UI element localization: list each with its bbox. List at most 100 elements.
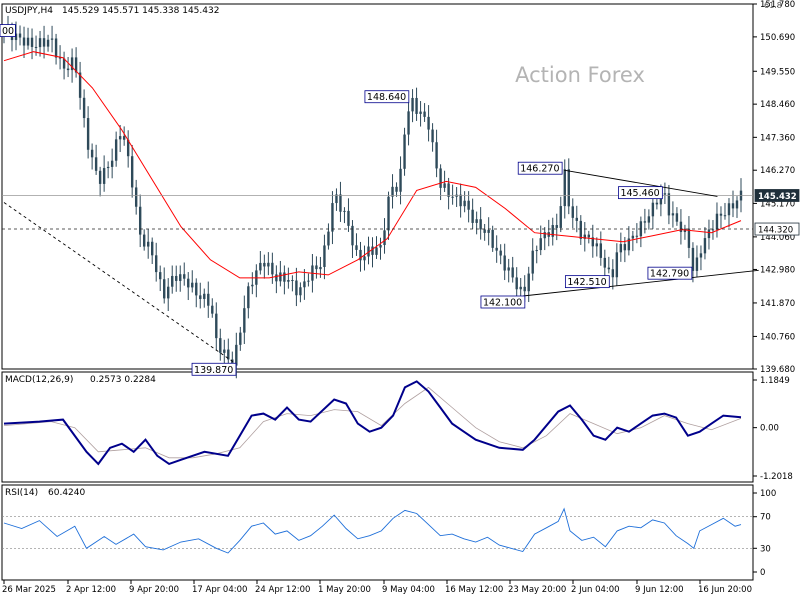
candle-body [411,97,414,112]
candle-body [231,359,234,366]
candle-body [315,265,318,270]
candle-body [171,275,174,287]
candle-body [531,250,534,274]
candle-body [42,38,46,47]
candle-body [363,256,366,261]
macd-header-values: 0.2573 0.2284 [90,375,156,385]
candle-body [303,281,306,288]
price-axis-label: 151.780 [760,0,795,10]
candle-body [647,216,651,223]
rsi-header-name: RSI(14) [5,488,38,498]
candle-body [82,97,86,119]
candle-body [279,272,282,282]
candle-body [263,262,266,267]
price-axis-label: 142.980 [760,265,795,275]
candle-body [38,38,42,48]
candle-body [591,237,594,247]
candle-body [707,229,711,239]
candle-body [407,111,410,135]
moving-average-line [3,51,742,279]
candle-body [703,238,707,254]
candle-body [359,249,362,261]
candle-body [327,231,330,246]
candle-body [203,293,206,299]
time-axis-label: 16 May 12:00 [445,585,503,595]
candle-body [323,245,326,267]
candle-body [667,193,671,216]
candle-body [403,134,406,169]
macd-panel [1,371,754,483]
candle-body [487,229,490,233]
candle-body [355,245,358,250]
candle-body [30,37,34,47]
candle-body [215,313,218,339]
rsi-axis-label: 70 [760,513,771,523]
candle-body [527,273,530,292]
candle-body [475,219,478,223]
candle-body [267,262,270,267]
candle-body [599,243,603,258]
candle-body [523,286,526,292]
candle-body [507,267,510,271]
candle-body [459,194,462,207]
candle-body [655,202,659,205]
candle-body [235,344,238,366]
price-label: 145.460 [620,188,659,199]
candle-body [335,194,338,204]
candle-body [106,166,110,169]
watermark: Action Forex [515,63,645,87]
candle-body [70,57,74,71]
candle-body [563,169,566,207]
candle-body [663,193,667,195]
price-axis-label: 149.550 [760,67,795,77]
candle-body [611,269,615,278]
candle-body [603,257,607,268]
candle-body [635,235,639,237]
macd-header-name: MACD(12,26,9) [5,375,73,385]
candle-body [695,257,699,271]
macd-axis-label: 1.1849 [760,376,790,386]
candle-body [443,183,446,188]
candle-body [211,305,214,314]
candle-body [383,230,386,246]
candle-body [110,160,114,167]
candle-body [419,111,422,114]
price-badge [754,189,800,202]
candle-body [90,149,94,158]
candle-body [559,206,562,228]
candle-body [271,262,274,275]
candle-body [195,282,198,296]
price-label-box [517,161,563,175]
macd-line [3,380,742,466]
candle-body [467,200,470,210]
candle-body [239,332,242,345]
candle-body [723,215,727,217]
candle-body [46,39,50,47]
candle-body [163,279,166,299]
candle-body [671,213,675,216]
candle-body [399,168,402,192]
candle-body [146,241,150,247]
candle-body [579,220,582,239]
price-label-box [564,275,610,289]
time-axis-label: 2 Apr 12:00 [66,585,116,595]
time-axis-label: 9 Jun 12:00 [635,585,684,595]
rsi-line [3,507,742,554]
candle-body [295,280,298,296]
candle-body [491,229,494,248]
candle-body [423,111,426,117]
time-axis-label: 2 Jun 04:00 [571,585,620,595]
candle-body [479,219,482,230]
candle-body [18,33,22,38]
candle-body [86,118,90,150]
candle-body [175,275,178,281]
price-label-box [647,266,693,280]
candle-body [415,97,418,114]
candle-body [159,272,162,280]
candle-body [575,217,578,221]
candle-body [699,253,703,258]
candle-body [122,136,126,140]
candle-body [607,267,611,270]
candle-body [183,274,186,279]
